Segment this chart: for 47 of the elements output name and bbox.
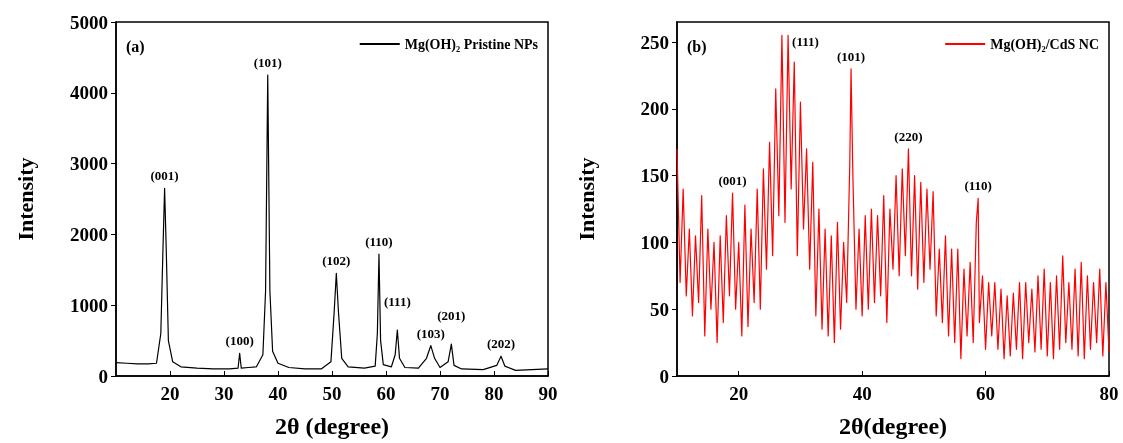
x-tick-label: 20 xyxy=(729,383,749,404)
y-tick-label: 250 xyxy=(640,31,669,53)
x-axis-title: 2θ(degree) xyxy=(838,413,948,439)
y-axis-title: Intensity xyxy=(12,157,38,241)
annotation: (a) xyxy=(126,37,145,56)
annotation: (220) xyxy=(894,128,923,144)
line-series xyxy=(676,34,1110,360)
annotation: (100) xyxy=(225,333,254,349)
x-tick-label: 70 xyxy=(430,383,450,404)
x-tick-label: 90 xyxy=(538,383,558,404)
x-tick-label: 80 xyxy=(1099,383,1119,404)
y-tick-label: 3000 xyxy=(70,153,108,175)
x-tick-label: 20 xyxy=(160,383,180,404)
annotation: (001) xyxy=(718,172,747,188)
y-tick-label: 150 xyxy=(640,165,669,187)
x-tick-label: 60 xyxy=(976,383,996,404)
legend-label: Mg(OH)₂ Pristine NPs xyxy=(404,36,539,53)
annotation: (101) xyxy=(253,55,282,71)
y-tick-label: 2000 xyxy=(70,223,108,245)
annotation: (103) xyxy=(416,325,445,341)
x-tick-label: 80 xyxy=(484,383,504,404)
x-tick-label: 60 xyxy=(376,383,396,404)
y-tick-label: 4000 xyxy=(70,82,108,104)
y-tick-label: 5000 xyxy=(70,11,108,33)
legend-label: Mg(OH)₂/CdS NC xyxy=(990,36,1099,53)
annotation: (110) xyxy=(365,234,393,250)
y-tick-label: 1000 xyxy=(70,294,108,316)
annotation: (001) xyxy=(150,168,179,184)
annotation: (111) xyxy=(792,33,819,49)
y-axis-title: Intensity xyxy=(573,157,599,241)
annotation: (201) xyxy=(437,308,466,324)
annotation: (b) xyxy=(687,37,707,56)
y-tick-label: 100 xyxy=(640,231,669,253)
x-tick-label: 30 xyxy=(214,383,234,404)
y-tick-label: 0 xyxy=(98,365,108,387)
x-tick-label: 40 xyxy=(852,383,872,404)
annotation: (101) xyxy=(836,48,866,64)
annotation: (110) xyxy=(964,178,992,194)
x-axis-title: 2θ (degree) xyxy=(274,413,390,439)
x-tick-label: 40 xyxy=(268,383,288,404)
annotation: (202) xyxy=(486,336,516,352)
y-tick-label: 200 xyxy=(640,98,669,120)
x-tick-label: 50 xyxy=(322,383,342,404)
y-tick-label: 50 xyxy=(650,298,669,320)
annotation: (111) xyxy=(383,293,411,309)
annotation: (102) xyxy=(322,253,351,269)
y-tick-label: 0 xyxy=(659,365,669,387)
